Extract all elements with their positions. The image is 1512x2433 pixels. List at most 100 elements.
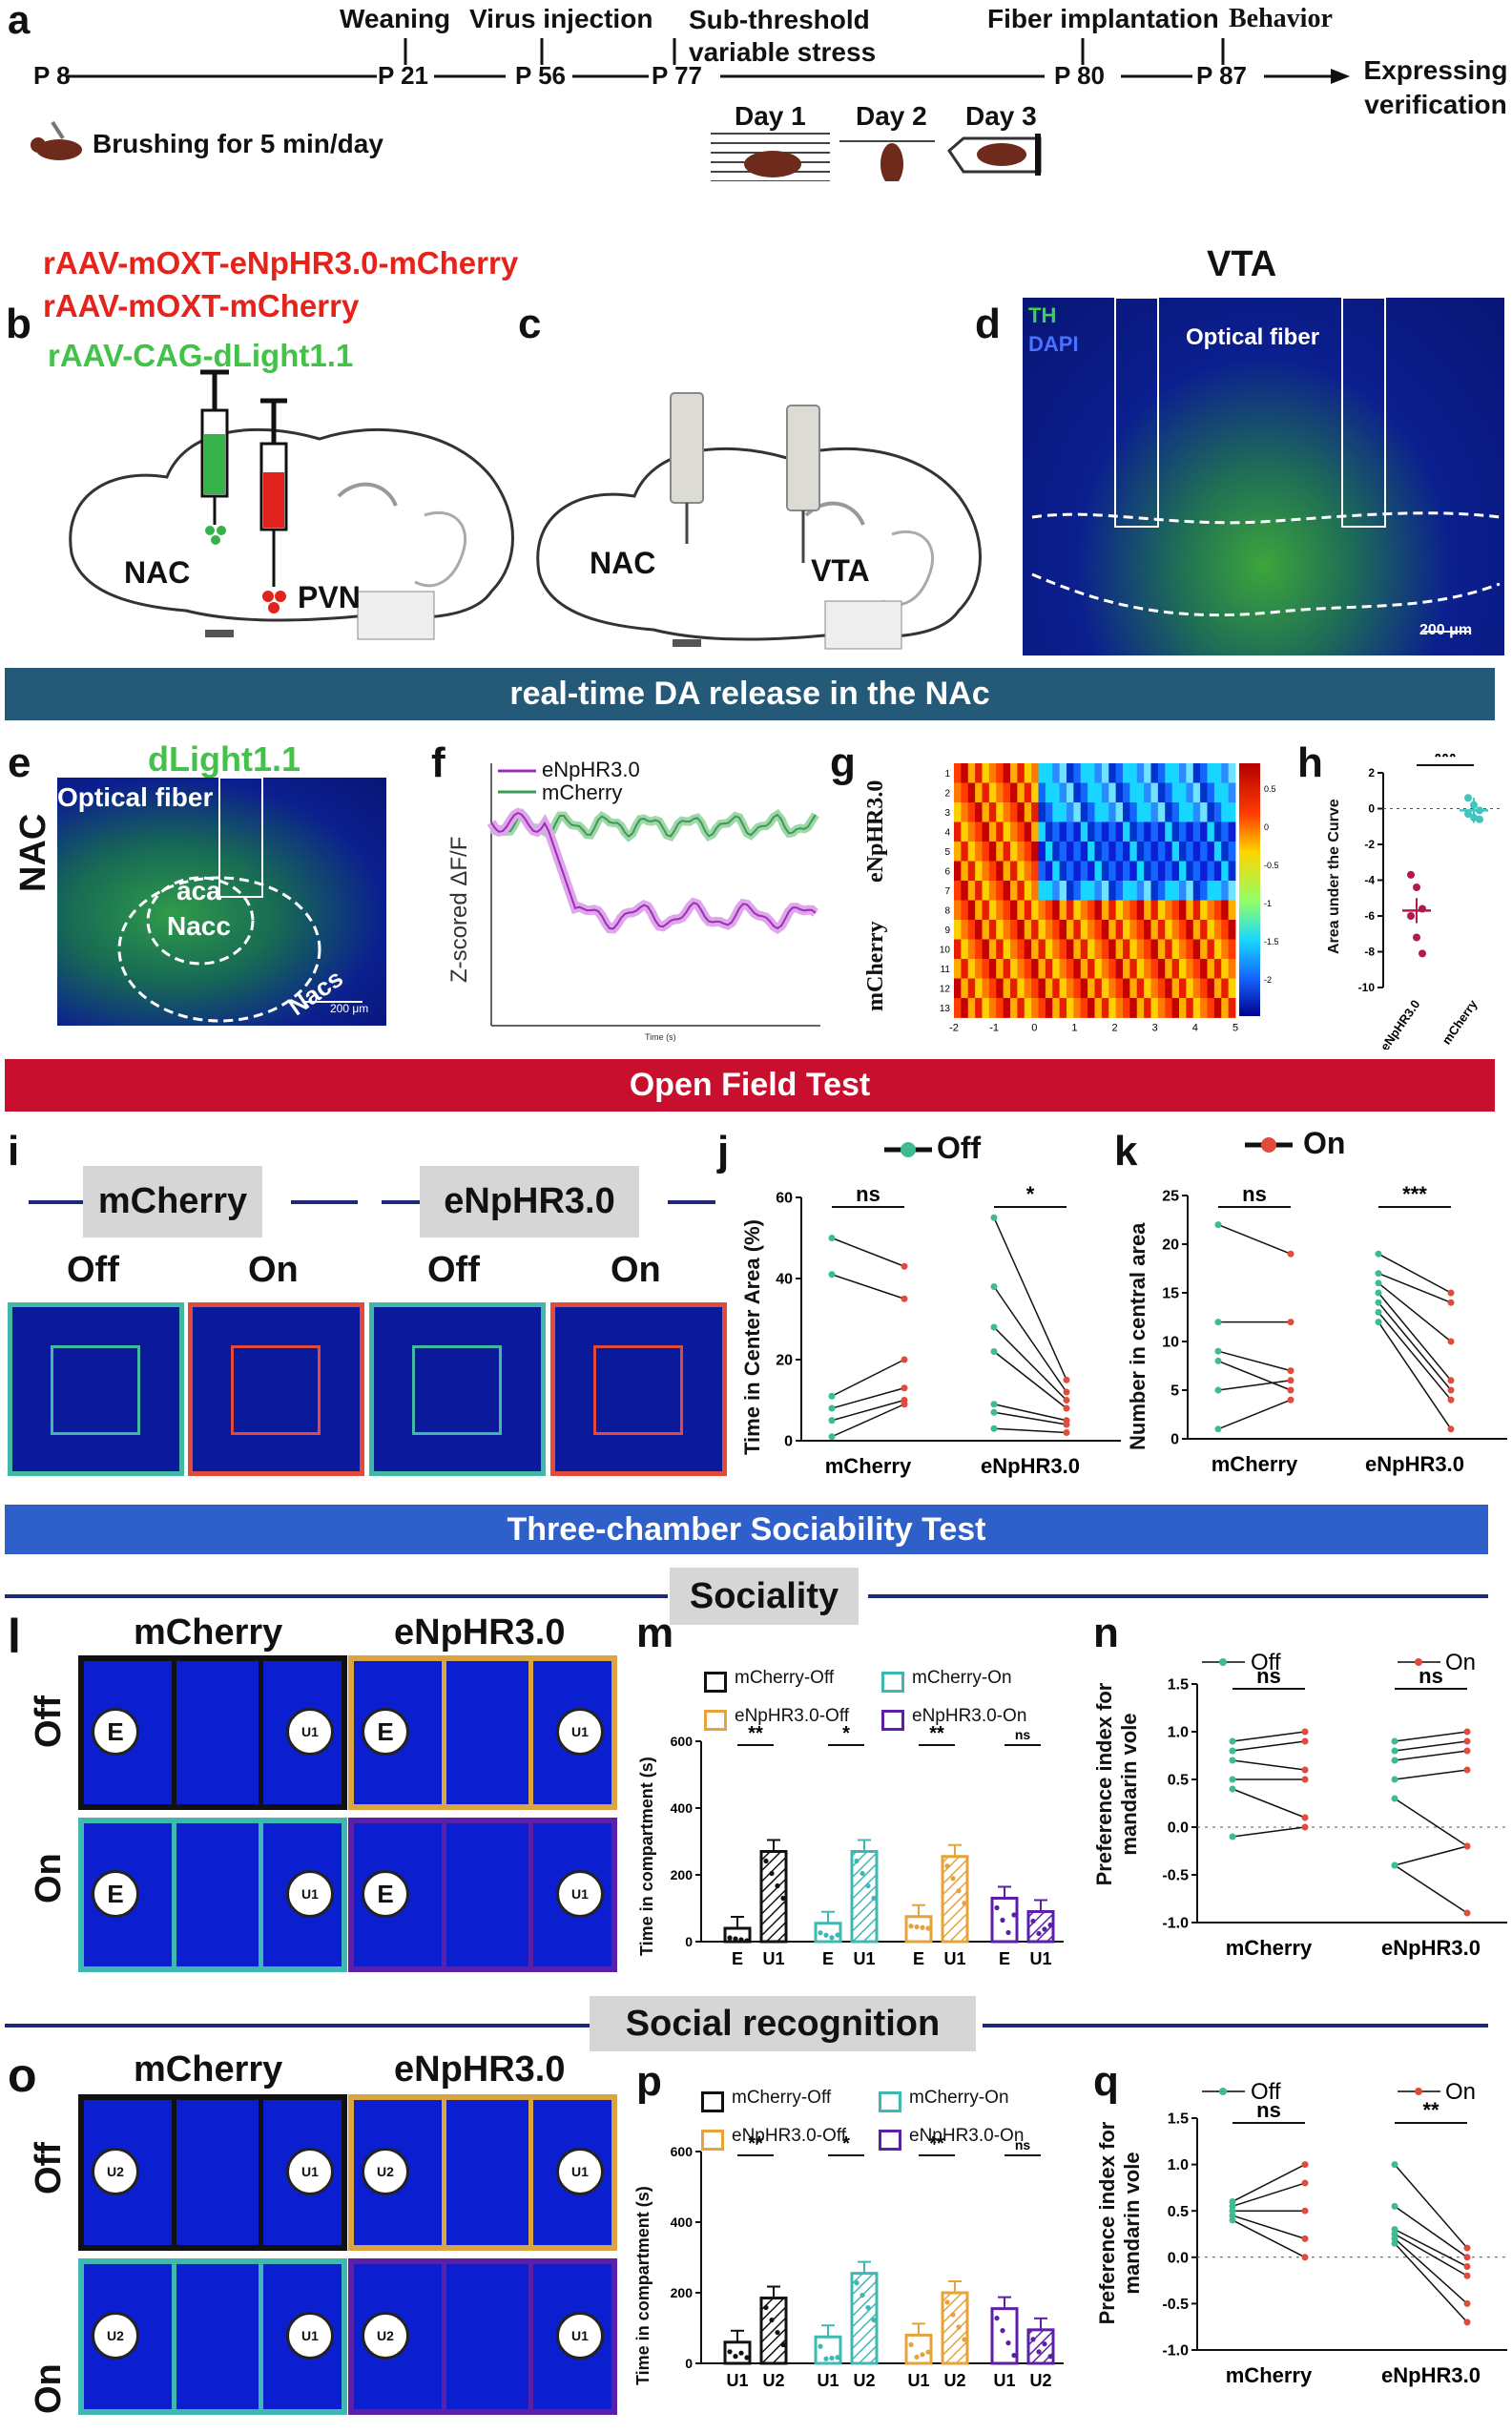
heatmap-cell xyxy=(1010,978,1018,999)
m-plot-x-tick: U1 xyxy=(943,1949,965,1968)
o-tracks-marker-right: U1 xyxy=(556,2312,604,2360)
heatmap-cell xyxy=(967,959,976,979)
heatmap-cell xyxy=(1101,763,1109,783)
heatmap-cell xyxy=(1221,920,1230,940)
heatmap-cell xyxy=(1192,920,1201,940)
heatmap-cell xyxy=(1228,881,1236,901)
p-plot-x-tick: U2 xyxy=(853,2371,875,2390)
k-plot-x-label: eNpHR3.0 xyxy=(1365,1452,1464,1476)
heatmap-row-tick: 5 xyxy=(944,847,950,858)
heatmap-cell xyxy=(988,920,997,940)
heatmap-cell xyxy=(1045,802,1053,822)
n-plot-off-point xyxy=(1391,1795,1398,1802)
heatmap-cell xyxy=(1129,881,1138,901)
j-plot-on-point xyxy=(1063,1404,1070,1412)
m-plot-point xyxy=(1030,1918,1036,1924)
heatmap-row-tick: 6 xyxy=(944,867,950,878)
heatmap-cell xyxy=(1080,763,1088,783)
heatmap-cell xyxy=(1221,978,1230,999)
n-plot-off-point xyxy=(1391,1757,1398,1764)
heatmap-cell xyxy=(996,763,1005,783)
heatmap-cell xyxy=(1031,998,1039,1018)
heatmap-x-tick: 1 xyxy=(1071,1023,1077,1034)
heatmap-row-tick: 9 xyxy=(944,925,950,936)
heatmap-cell xyxy=(1136,900,1145,921)
k-plot-on-point xyxy=(1447,1377,1455,1384)
heatmap-cell xyxy=(1165,959,1173,979)
heatmap-cell xyxy=(1200,821,1208,842)
heatmap-cell xyxy=(1003,802,1011,822)
j-plot-off-point xyxy=(990,1348,998,1355)
heatmap-cell xyxy=(1067,881,1074,901)
heatmap-cell xyxy=(975,782,983,803)
heatmap-cell xyxy=(1087,920,1095,940)
q-plot-tick-label: 1.0 xyxy=(1168,2157,1189,2173)
heatmap-cell xyxy=(1101,920,1109,940)
heatmap-cell xyxy=(1038,821,1046,842)
heatmap-cell xyxy=(1129,939,1138,960)
p-plot-point xyxy=(871,2318,877,2323)
heatmap-cell xyxy=(1228,861,1236,882)
heatmap-cell xyxy=(1179,861,1187,882)
heatmap-cell xyxy=(1129,861,1138,882)
n-plot-pair-line xyxy=(1394,1864,1468,1914)
heatmap-cell xyxy=(967,998,976,1018)
nac-side-label: NAC xyxy=(13,813,53,892)
n-plot-tick-label: 1.0 xyxy=(1168,1725,1189,1741)
panel-o-label: o xyxy=(8,2048,37,2102)
m-plot-point xyxy=(818,1930,823,1936)
p-plot-point xyxy=(962,2337,967,2342)
heatmap-cell xyxy=(1192,939,1201,960)
j-plot-off-point xyxy=(990,1408,998,1416)
heatmap-cell xyxy=(1059,802,1067,822)
heatmap-cell xyxy=(1200,782,1208,803)
l-tracks-chamber: E U1 xyxy=(78,1655,347,1810)
l-tracks-chamber: E U1 xyxy=(348,1818,617,1972)
heatmap-cell xyxy=(1087,978,1095,999)
heatmap-cell xyxy=(1080,782,1088,803)
h-y-tick-label: 0 xyxy=(1368,802,1375,816)
heatmap-cell xyxy=(1213,821,1222,842)
heatmap-cell xyxy=(1031,802,1039,822)
i-cond-on-1: On xyxy=(248,1250,299,1290)
heatmap-cell xyxy=(975,821,983,842)
day3: Day 3 xyxy=(965,101,1037,131)
heatmap-cell xyxy=(1221,998,1230,1018)
heatmap-cell xyxy=(1200,978,1208,999)
m-plot-tick-label: 400 xyxy=(671,1800,694,1816)
heatmap-cell xyxy=(1010,920,1018,940)
panel-c-label: c xyxy=(518,301,542,347)
heatmap-cell xyxy=(1136,821,1145,842)
heatmap-cell xyxy=(996,881,1005,901)
heatmap-cell xyxy=(1192,978,1201,999)
m-plot-tick-label: 0 xyxy=(685,1934,693,1949)
heatmap-cell xyxy=(1087,900,1095,921)
heatmap-cell xyxy=(1221,763,1230,783)
heatmap-cell xyxy=(1207,842,1215,862)
heatmap-cell xyxy=(1024,821,1032,842)
heatmap-cell xyxy=(1171,900,1180,921)
colorbar-tick: 0.5 xyxy=(1264,784,1276,794)
j-plot-off-point xyxy=(828,1271,836,1279)
p-plot-point xyxy=(1047,2354,1053,2360)
q-plot-pair-line xyxy=(1394,2242,1468,2323)
l-tracks-marker-right: U1 xyxy=(286,1708,334,1756)
heatmap-cell xyxy=(1108,802,1117,822)
heatmap-cell xyxy=(1207,763,1215,783)
heatmap-cell xyxy=(1207,959,1215,979)
heatmap-cell xyxy=(1087,959,1095,979)
heatmap-cell xyxy=(1144,861,1151,882)
l-tracks-chamber: E U1 xyxy=(348,1655,617,1810)
p-plot-bar xyxy=(759,2297,788,2365)
p-plot-point xyxy=(818,2343,823,2349)
heatmap-cell xyxy=(1200,802,1208,822)
k-plot-sig: *** xyxy=(1402,1182,1427,1206)
j-plot-sig: * xyxy=(1026,1182,1035,1206)
heatmap-cell xyxy=(988,821,997,842)
o-tracks-chamber: U2 U1 xyxy=(348,2258,617,2415)
heatmap-cell xyxy=(1207,978,1215,999)
heatmap-cell xyxy=(1031,939,1039,960)
heatmap-cell xyxy=(1213,861,1222,882)
k-plot-pair-line xyxy=(1217,1350,1292,1372)
heatmap-cell xyxy=(1101,782,1109,803)
